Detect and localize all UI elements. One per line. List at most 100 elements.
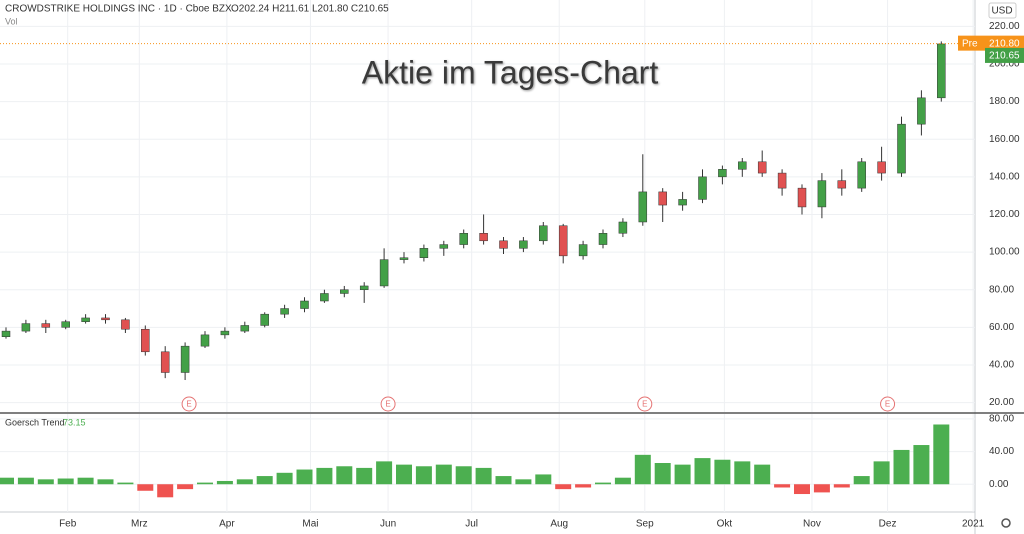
candle-body [260,313,269,326]
x-tick-label: Nov [803,519,821,530]
candle-body [757,161,767,174]
last-price-box [985,47,1024,63]
candle-body [200,334,210,347]
marks [0,41,950,498]
y-tick-label: 180.00 [989,96,1020,107]
candle-body [877,161,886,174]
indicator-bar [336,466,353,485]
indicator-bar [415,466,432,485]
earnings-marker [637,396,653,412]
candle-body [917,97,926,125]
indicator-bar [197,482,213,485]
indicator-bar [177,484,194,490]
indicator-bar [495,476,512,485]
y-tick-label: 160.00 [989,134,1020,145]
candle-body [399,257,409,260]
candle-body [439,244,449,249]
candle-body [240,325,250,332]
candle-body [638,191,648,223]
indicator-bar [654,463,671,485]
indicator-bar [157,484,174,498]
indicator-tick-label: 0.00 [989,479,1009,490]
candle-body [379,259,389,287]
indicator-bar [137,484,154,491]
candle-body [459,233,468,245]
candle-body [21,323,31,332]
candle-body [837,180,847,189]
x-tick-label: Mrz [131,519,148,530]
indicator-bar [813,484,830,493]
candle-body [1,330,11,337]
premarket-label: Pre [962,38,978,49]
candle-body [41,323,51,328]
candle-body [479,233,488,242]
indicator-bar [694,458,711,485]
x-tick-label: Feb [59,519,77,530]
candle-body [280,308,289,315]
currency-box[interactable] [988,2,1017,19]
indicator-bar [535,474,552,485]
indicator-tick-label: 80.00 [989,414,1014,425]
indicator-bar [893,449,910,485]
overlay-title: Aktie im Tages-Chart [362,54,659,90]
x-tick-label: Mai [302,519,318,530]
candle-body [300,300,309,309]
candle-body [698,176,707,200]
x-tick-label: Dez [879,519,897,530]
indicator-bar [216,480,233,485]
y-tick-label: 120.00 [989,209,1020,220]
candle-body [359,285,369,290]
last-price-label: 210.65 [989,51,1020,62]
candle-body [419,248,429,258]
x-tick-label: Aug [550,519,568,530]
candle-body [121,319,130,330]
candle-body [857,161,866,189]
x-tick-label: Jul [465,519,478,530]
candle-body [658,191,667,206]
indicator-bar [754,464,771,485]
indicator-bar [57,478,74,485]
candle-body [618,221,628,234]
indicator-bar [515,479,532,485]
candle-body [817,180,827,208]
indicator-bar [455,466,472,485]
indicator-bar [396,464,412,485]
settings-icon[interactable] [1001,518,1011,528]
candle-body [678,199,687,206]
y-tick-label: 220.00 [989,21,1020,32]
candle-body [340,289,349,294]
indicator-bar [276,472,293,485]
indicator-bar [774,484,791,488]
candle-body [320,293,329,302]
indicator-bar [435,464,452,485]
indicator-bar [913,445,930,485]
ohlc-header: O202.24 H211.61 L201.80 C210.65 [231,4,389,15]
indicator-bar [97,479,114,485]
candle-body [539,225,548,242]
indicator-bar [236,479,253,485]
indicator-bar [933,424,950,485]
y-tick-label: 140.00 [989,171,1020,182]
indicator-bar [794,484,810,495]
y-tick-label: 20.00 [989,397,1014,408]
y-tick-label: 100.00 [989,247,1020,258]
candle-body [937,43,946,99]
candle-body [61,321,70,328]
indicator-bar [614,477,631,485]
indicator-bar [555,484,572,490]
candle-body [519,240,528,249]
indicator-name: Goersch Trend [5,417,65,427]
indicator-bar [595,482,611,485]
indicator-bar [674,464,691,485]
candle-body [797,187,807,208]
indicator-bar [475,467,492,485]
indicator-bar [833,484,850,488]
currency-label[interactable]: USD [991,6,1012,17]
candle-body [160,351,170,373]
indicator-bar [356,467,373,485]
earnings-label: E [885,400,890,409]
indicator-tick-label: 40.00 [989,446,1014,457]
candle-body [558,225,568,257]
earnings-marker [880,396,896,412]
